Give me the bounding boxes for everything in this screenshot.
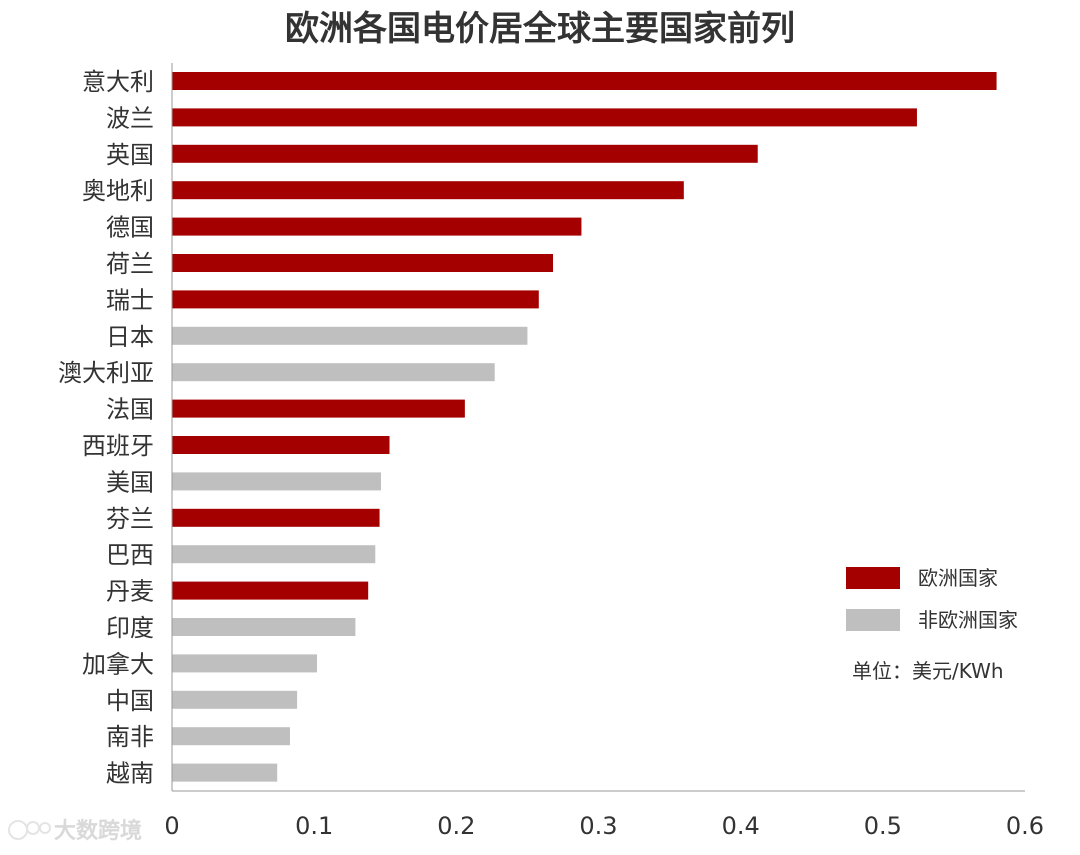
bar-1 — [172, 108, 917, 127]
watermark-text: 大数跨境 — [54, 818, 142, 844]
logo-mark-icon — [8, 820, 51, 840]
bar-15 — [172, 618, 356, 636]
legend-swatch — [846, 609, 900, 631]
category-label: 澳大利亚 — [58, 359, 154, 387]
bar-19 — [172, 763, 278, 782]
bar-16 — [172, 654, 318, 673]
watermark: 大数跨境 — [8, 818, 142, 844]
category-label: 德国 — [106, 214, 154, 242]
bar-11 — [172, 472, 381, 491]
x-tick-label: 0.1 — [295, 812, 333, 840]
bar-17 — [172, 690, 298, 709]
category-label: 荷兰 — [106, 250, 154, 278]
x-tick-label: 0.5 — [864, 812, 902, 840]
category-label: 法国 — [106, 396, 154, 424]
category-label: 巴西 — [106, 541, 154, 569]
legend-label: 非欧洲国家 — [918, 608, 1018, 632]
bar-5 — [172, 254, 554, 272]
category-label: 意大利 — [82, 68, 154, 96]
category-label: 奥地利 — [82, 177, 154, 205]
bar-3 — [172, 181, 684, 200]
x-tick-labels: 0 0.1 0.2 0.3 0.4 0.5 0.6 — [164, 812, 1044, 840]
bar-4 — [172, 217, 582, 236]
bars — [172, 72, 997, 782]
bar-8 — [172, 363, 495, 382]
bar-6 — [172, 290, 539, 309]
bar-2 — [172, 144, 758, 163]
bar-0 — [172, 72, 997, 90]
legend-swatch — [846, 567, 900, 589]
category-label: 中国 — [106, 687, 154, 715]
x-tick-label: 0.3 — [579, 812, 617, 840]
bar-10 — [172, 436, 390, 454]
category-label: 越南 — [106, 760, 154, 788]
category-label: 美国 — [106, 468, 154, 496]
x-tick-label: 0.6 — [1006, 812, 1044, 840]
category-label: 南非 — [106, 723, 154, 751]
category-label: 日本 — [106, 323, 154, 351]
x-tick-label: 0.2 — [437, 812, 475, 840]
bar-14 — [172, 581, 369, 600]
bar-13 — [172, 545, 376, 564]
category-label: 丹麦 — [106, 578, 154, 606]
bar-18 — [172, 727, 290, 746]
bar-12 — [172, 508, 380, 527]
category-label: 西班牙 — [82, 432, 154, 460]
category-label: 芬兰 — [106, 505, 154, 533]
legend-label: 欧洲国家 — [918, 566, 998, 590]
x-tick-label: 0.4 — [722, 812, 760, 840]
unit-note: 单位：美元/KWh — [852, 659, 1004, 683]
bar-7 — [172, 326, 528, 345]
bar-9 — [172, 399, 465, 418]
category-label: 瑞士 — [106, 286, 154, 314]
x-tick-label: 0 — [164, 812, 179, 840]
category-label: 英国 — [106, 141, 154, 169]
chart-title: 欧洲各国电价居全球主要国家前列 — [285, 9, 795, 49]
category-label: 印度 — [106, 614, 154, 642]
category-labels: 意大利波兰英国奥地利德国荷兰瑞士日本澳大利亚法国西班牙美国芬兰巴西丹麦印度加拿大… — [58, 68, 154, 788]
category-label: 波兰 — [106, 104, 154, 132]
category-label: 加拿大 — [82, 650, 154, 678]
